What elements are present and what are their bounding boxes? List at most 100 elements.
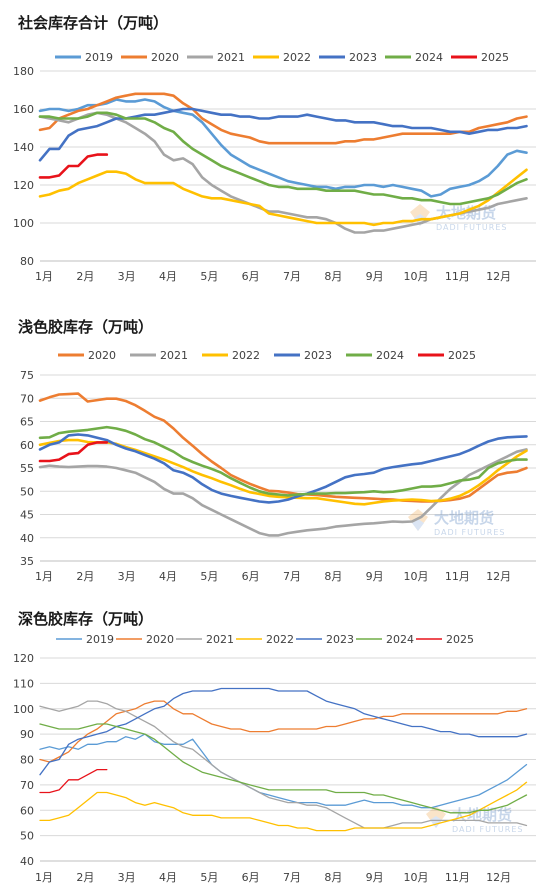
x-tick-label: 5月 [200,270,218,283]
y-tick-label: 80 [20,255,34,268]
legend-label: 2020 [88,349,116,362]
series-line-2023 [38,433,528,504]
x-tick-label: 12月 [486,570,511,583]
svg-text:DADI FUTURES: DADI FUTURES [452,825,523,834]
x-tick-label: 10月 [404,270,429,283]
svg-text:大地期货: 大地期货 [434,509,494,527]
y-tick-label: 55 [20,462,34,475]
legend-label: 2020 [146,633,174,646]
y-tick-label: 100 [13,703,34,716]
legend-label: 2025 [481,51,509,64]
chart-plot: 35 40 45 50 55 60 65 70 75 1月 2月 3月 4月 5月 6月 7月 8月 9月 10月 1… [20,349,536,583]
x-tick-label: 8月 [324,871,342,884]
y-tick-label: 120 [13,652,34,665]
legend-label: 2023 [349,51,377,64]
y-tick-label: 180 [13,65,34,78]
x-tick-label: 10月 [404,570,429,583]
series-line-2025 [38,441,109,463]
x-tick-label: 7月 [283,570,301,583]
legend-label: 2024 [376,349,404,362]
chart-light-rubber: 浅色胶库存（万吨） 35 40 45 50 55 60 65 70 75 1月 2月 3月 4月 5月 6月… [0,300,550,596]
legend-label: 2022 [232,349,260,362]
series-line-2024 [38,425,528,497]
legend-label: 2019 [85,51,113,64]
series-line-2022 [39,781,528,832]
y-tick-label: 50 [20,485,34,498]
y-tick-label: 100 [13,217,34,230]
series-line-2025 [38,153,109,179]
y-tick-label: 35 [20,555,34,568]
x-tick-label: 4月 [159,871,177,884]
x-tick-label: 5月 [200,570,218,583]
chart-title: 浅色胶库存（万吨） [18,318,154,336]
y-tick-label: 45 [20,509,34,522]
x-tick-label: 9月 [366,570,384,583]
series-line-2019 [39,733,528,809]
x-tick-label: 10月 [404,871,429,884]
legend-label: 2024 [386,633,414,646]
series-line-2023 [39,687,528,776]
y-tick-label: 40 [20,855,34,868]
x-tick-label: 8月 [324,570,342,583]
x-tick-label: 4月 [159,570,177,583]
series-line-2024 [38,111,528,206]
legend-label: 2023 [326,633,354,646]
legend-label: 2024 [415,51,443,64]
x-tick-label: 2月 [76,570,94,583]
x-tick-label: 5月 [200,871,218,884]
series-line-2020 [38,92,528,145]
y-tick-label: 160 [13,103,34,116]
chart-dark-rubber: 深色胶库存（万吨） 40 50 60 70 80 90 100 110 120 1月 2月 3月 4月 5… [0,596,550,894]
x-tick-label: 2月 [76,871,94,884]
x-tick-label: 9月 [366,871,384,884]
x-tick-label: 3月 [118,570,136,583]
series-line-2020 [39,700,528,763]
chart-plot: 80 100 120 140 160 180 1月 2月 3月 4月 5月 6月 7月 8月 9月 10月 11… [13,51,536,283]
x-tick-label: 9月 [366,270,384,283]
y-tick-label: 120 [13,179,34,192]
series-line-2025 [39,768,108,794]
series-line-2024 [39,723,528,814]
x-tick-label: 11月 [445,871,470,884]
series-line-2021 [39,700,528,829]
y-tick-label: 50 [20,830,34,843]
legend-label: 2025 [446,633,474,646]
x-tick-label: 6月 [242,871,260,884]
x-tick-label: 1月 [35,570,53,583]
y-tick-label: 80 [20,754,34,767]
chart-social-total: 社会库存合计（万吨） 80 100 120 140 160 180 1月 2月 3月 4月 5月 6月… [0,0,550,296]
x-tick-label: 3月 [118,871,136,884]
x-tick-label: 4月 [159,270,177,283]
x-tick-label: 8月 [324,270,342,283]
svg-text:DADI FUTURES: DADI FUTURES [434,528,505,537]
series-line-2021 [38,448,528,537]
x-tick-label: 6月 [242,570,260,583]
x-tick-label: 7月 [283,270,301,283]
y-tick-label: 70 [20,779,34,792]
y-tick-label: 75 [20,369,34,382]
legend-label: 2021 [160,349,188,362]
chart-title: 社会库存合计（万吨） [18,14,169,32]
x-tick-label: 3月 [118,270,136,283]
chart-plot: 40 50 60 70 80 90 100 110 120 1月 2月 3月 4月 5月 6月 7月 8月 9月 1… [13,633,536,884]
y-tick-label: 60 [20,804,34,817]
y-tick-label: 110 [13,677,34,690]
legend-label: 2022 [283,51,311,64]
legend-label: 2022 [266,633,294,646]
y-tick-label: 60 [20,439,34,452]
x-tick-label: 11月 [445,570,470,583]
legend-label: 2021 [217,51,245,64]
series-line-2019 [38,98,528,198]
x-tick-label: 1月 [35,270,53,283]
x-tick-label: 6月 [242,270,260,283]
y-tick-label: 70 [20,392,34,405]
y-tick-label: 140 [13,141,34,154]
x-tick-label: 12月 [486,270,511,283]
series-line-2022 [38,168,528,227]
x-tick-label: 11月 [445,270,470,283]
svg-text:大地期货: 大地期货 [452,806,512,824]
svg-text:DADI FUTURES: DADI FUTURES [436,223,507,232]
series-line-2023 [38,107,528,162]
legend-label: 2023 [304,349,332,362]
